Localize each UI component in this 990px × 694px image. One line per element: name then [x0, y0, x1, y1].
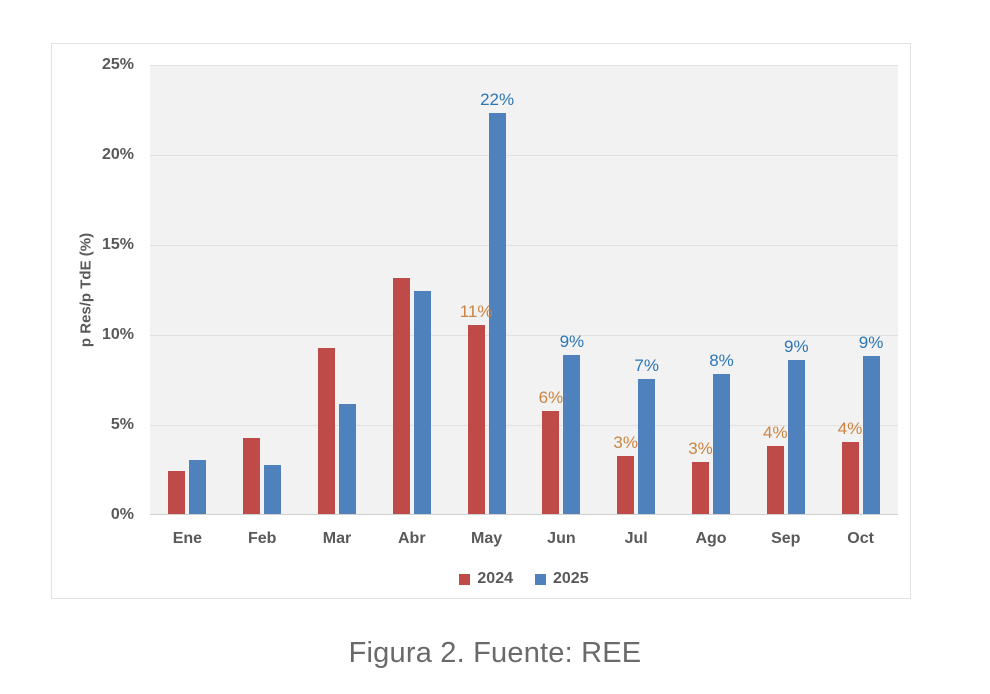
bar-2025-jun	[563, 354, 581, 514]
x-tick-label: Jul	[624, 530, 648, 547]
bar-2024-ene	[168, 470, 186, 514]
gridline	[150, 425, 898, 426]
bar-label-2024-jun: 6%	[538, 388, 564, 408]
x-tick-label: Jun	[547, 530, 576, 547]
bar-label-2025-jul: 7%	[634, 356, 659, 375]
bar-2025-ene	[189, 460, 207, 514]
bar-label-2024-ago: 3%	[688, 438, 713, 458]
bar-2024-sep	[766, 445, 784, 514]
legend: 2024 2025	[150, 567, 898, 591]
bar-label-2025-oct: 9%	[858, 332, 884, 352]
legend-swatch-2025	[535, 573, 546, 585]
legend-label-2025: 2025	[553, 570, 589, 587]
y-tick-label: 5%	[110, 416, 134, 433]
bar-label-2025-ago: 8%	[709, 350, 734, 370]
bar-2025-mar	[339, 404, 356, 514]
bar-label-2025-jun: 9%	[559, 331, 585, 351]
bar-2025-ago	[713, 373, 730, 514]
bar-label-2025-sep: 9%	[784, 337, 809, 357]
y-tick-label: 25%	[101, 56, 134, 73]
bar-label-2024-jul: 3%	[613, 433, 638, 453]
bar-2025-oct	[862, 355, 880, 514]
bar-label-2024-sep: 4%	[763, 422, 788, 442]
bar-label-2024-may: 11%	[459, 302, 493, 321]
bar-2024-feb	[243, 438, 261, 514]
legend-item-2025: 2025	[535, 571, 589, 587]
x-tick-label: Ago	[695, 530, 727, 547]
plot-area	[150, 65, 898, 515]
bar-2025-feb	[264, 464, 282, 514]
x-tick-label: Oct	[847, 530, 874, 547]
bar-2024-jul	[617, 456, 635, 514]
x-tick-label: Feb	[247, 530, 277, 547]
gridline	[150, 155, 898, 156]
legend-swatch-2024	[459, 573, 471, 585]
bar-2025-jul	[638, 379, 656, 514]
bar-2024-mar	[318, 348, 335, 514]
gridline	[150, 335, 898, 336]
x-axis-line	[150, 514, 898, 515]
chart-card: p Res/p TdE (%) 2024 2025 0% 5% 10% 15% 20% 25…	[51, 43, 911, 599]
bar-2025-abr	[413, 290, 431, 514]
x-tick-label: Ene	[172, 530, 203, 547]
bar-2024-ago	[692, 461, 709, 514]
bar-label-2024-oct: 4%	[837, 419, 863, 438]
x-tick-label: Abr	[398, 530, 426, 547]
bar-2025-may	[488, 112, 506, 514]
bar-2024-may	[467, 325, 485, 514]
legend-item-2024: 2024	[459, 571, 513, 587]
bar-2024-oct	[841, 442, 859, 514]
x-tick-label: Mar	[322, 530, 352, 547]
y-tick-label: 0%	[110, 506, 134, 523]
y-tick-label: 10%	[101, 326, 134, 343]
gridline	[150, 65, 898, 66]
bar-label-2025-may: 22%	[480, 89, 515, 109]
figure-caption: Figura 2. Fuente: REE	[348, 637, 642, 669]
bar-2024-abr	[392, 278, 410, 514]
legend-label-2024: 2024	[477, 570, 513, 587]
gridline	[150, 245, 898, 246]
x-tick-label: May	[471, 530, 503, 547]
bar-2024-jun	[542, 411, 560, 514]
x-tick-label: Sep	[771, 530, 801, 547]
y-tick-label: 20%	[101, 146, 134, 163]
y-tick-label: 15%	[101, 236, 134, 253]
bar-2025-sep	[787, 360, 805, 514]
